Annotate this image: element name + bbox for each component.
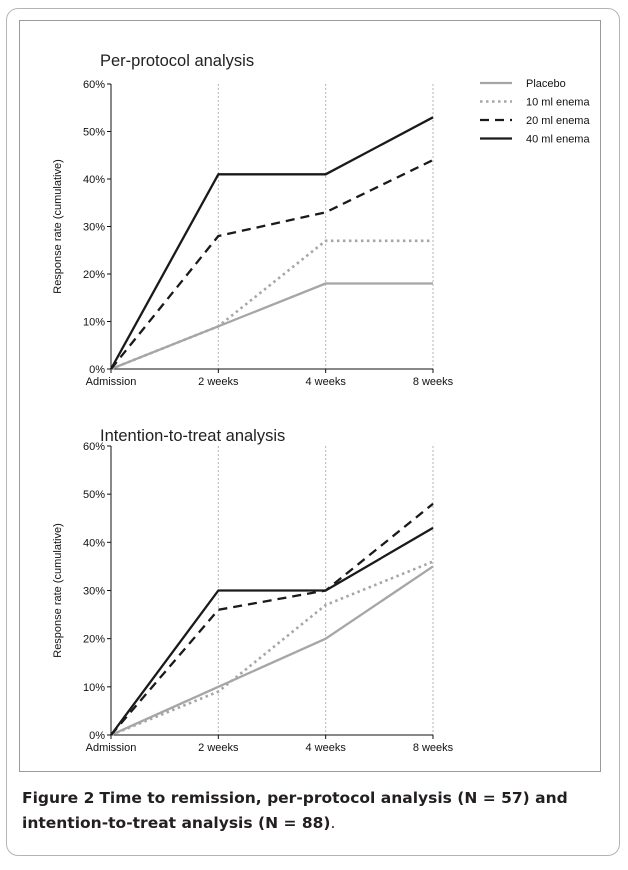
- panel2-series-40-ml-enema: [110, 526, 434, 736]
- panel1-y-tick-label: 50%: [83, 127, 105, 139]
- panel2-series-10-ml-enema: [110, 560, 434, 737]
- panel1-x-tick-label: 2 weeks: [198, 376, 239, 388]
- caption-end: .: [330, 814, 336, 832]
- panel2-y-axis-label: Response rate (cumulative): [52, 523, 64, 658]
- chart-area: Per-protocol analysis 0% 10% 20% 30% 40% 50% 60…: [19, 20, 601, 772]
- panel1-y-tick-label: 60%: [83, 79, 105, 91]
- panel1-x-tick-label: Admission: [86, 376, 137, 388]
- panel1-series-10-ml-enema: [110, 239, 433, 371]
- panel1-series-placebo: [110, 282, 433, 371]
- panel2-y-tick-label: 30%: [83, 586, 105, 598]
- legend-label-20-ml-enema: 20 ml enema: [526, 115, 590, 127]
- figure-caption: Figure 2 Time to remission, per-protocol…: [22, 786, 606, 836]
- panel1-y-tick-label: 0%: [89, 364, 105, 376]
- panel2-y-tick-label: 20%: [83, 634, 105, 646]
- panel2-x-tick-label: 8 weeks: [413, 742, 454, 754]
- chart-svg: Per-protocol analysis 0% 10% 20% 30% 40% 50% 60…: [52, 52, 590, 754]
- caption-label: Figure 2: [22, 789, 95, 807]
- panel2-y-tick-label: 10%: [83, 682, 105, 694]
- panel1-series-40-ml-enema: [109, 116, 434, 370]
- legend-label-placebo: Placebo: [526, 78, 566, 90]
- panel2-x-tick-label: 2 weeks: [198, 742, 239, 754]
- panel1-title: Per-protocol analysis: [100, 52, 254, 70]
- panel2-y-tick-label: 60%: [83, 441, 105, 453]
- panel1-y-tick-label: 10%: [83, 317, 105, 329]
- panel2-series-placebo: [110, 565, 434, 737]
- figure-frame: [6, 8, 620, 856]
- legend-label-40-ml-enema: 40 ml enema: [526, 134, 590, 146]
- panel2-y-tick-label: 50%: [83, 489, 105, 501]
- panel2-series-20-ml-enema: [110, 502, 434, 736]
- panel2-y-tick-label: 40%: [83, 537, 105, 549]
- panel2-x-tick-label: Admission: [86, 742, 137, 754]
- panel2-y-tick-label: 0%: [89, 730, 105, 742]
- panel1-x-tick-label: 4 weeks: [305, 376, 346, 388]
- panel1-y-axis-label: Response rate (cumulative): [52, 159, 64, 294]
- panel1-y-tick-label: 40%: [83, 174, 105, 186]
- panel2-x-tick-label: 4 weeks: [305, 742, 346, 754]
- legend-label-10-ml-enema: 10 ml enema: [526, 97, 590, 109]
- caption-text: Time to remission, per-protocol analysis…: [22, 789, 568, 832]
- panel1-y-tick-label: 20%: [83, 269, 105, 281]
- panel1-x-tick-label: 8 weeks: [413, 376, 454, 388]
- panel2-title: Intention-to-treat analysis: [100, 427, 285, 445]
- panel1-series-20-ml-enema: [110, 158, 434, 370]
- panel1-y-tick-label: 30%: [83, 222, 105, 234]
